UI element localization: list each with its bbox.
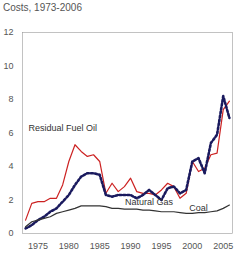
svg-text:1985: 1985 — [90, 241, 110, 251]
svg-text:2005: 2005 — [213, 241, 233, 251]
svg-text:6: 6 — [8, 128, 13, 138]
html-text:Costs, 1973-2006: Costs, 1973-2006 — [3, 2, 82, 13]
svg-text:Natural Gas: Natural Gas — [125, 197, 174, 207]
svg-text:10: 10 — [3, 61, 13, 71]
svg-text:Residual Fuel Oil: Residual Fuel Oil — [28, 123, 97, 133]
svg-text:Coal: Coal — [189, 203, 208, 213]
svg-text:2: 2 — [8, 195, 13, 205]
svg-text:1990: 1990 — [121, 241, 141, 251]
svg-text:8: 8 — [8, 94, 13, 104]
svg-text:1995: 1995 — [151, 241, 171, 251]
svg-text:1980: 1980 — [59, 241, 79, 251]
svg-text:4: 4 — [8, 161, 13, 171]
svg-text:1975: 1975 — [28, 241, 48, 251]
svg-text:2000: 2000 — [182, 241, 202, 251]
svg-text:12: 12 — [3, 27, 13, 37]
svg-text:0: 0 — [8, 228, 13, 238]
